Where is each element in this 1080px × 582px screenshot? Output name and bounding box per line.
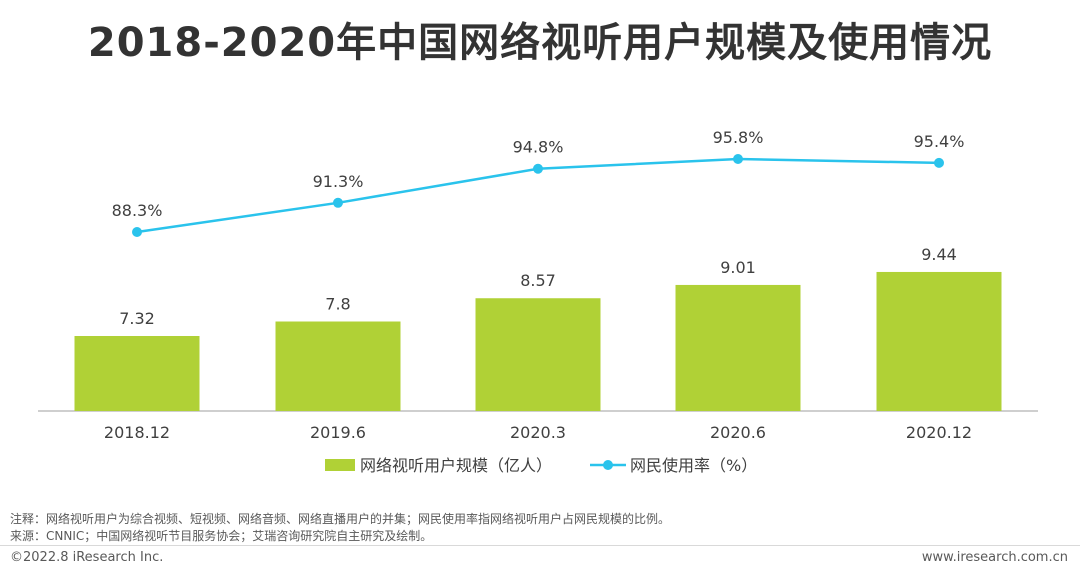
chart-svg: 7.32 7.8 8.57 9.01 9.44 2018.12 2019.6 2020.3 2… [38,128,1038,475]
usage-rate-point-2020.12 [934,157,944,168]
x-tick-2018.12: 2018.12 [104,423,170,442]
x-tick-2019.6: 2019.6 [310,423,366,442]
usage-rate-label-2020.6: 95.8% [713,128,764,147]
usage-rate-label-2019.6: 91.3% [313,172,364,191]
footer-divider [0,545,1080,546]
usage-rate-label-2020.3: 94.8% [513,138,564,157]
bar-2018.12 [74,336,200,411]
bar-label-2019.6: 7.8 [325,295,350,314]
bar-2020.6 [675,284,801,411]
x-tick-2020.6: 2020.6 [710,423,766,442]
usage-rate-label-2018.12: 88.3% [112,201,163,220]
x-tick-2020.12: 2020.12 [906,423,972,442]
legend-line-marker [603,460,613,470]
bar-label-2020.12: 9.44 [921,245,957,264]
footer-copyright: ©2022.8 iResearch Inc. [10,550,164,565]
bar-2019.6 [275,321,401,411]
x-tick-2020.3: 2020.3 [510,423,566,442]
bar-label-2018.12: 7.32 [119,309,155,328]
bar-2020.3 [475,298,601,411]
bar-label-2020.6: 9.01 [720,258,756,277]
usage-rate-point-2020.3 [533,163,543,174]
usage-rate-label-2020.12: 95.4% [914,132,965,151]
legend-line-label: 网民使用率（%） [630,456,757,475]
bar-2020.12 [876,271,1002,411]
bar-label-2020.3: 8.57 [520,271,556,290]
footer-website[interactable]: www.iresearch.com.cn [921,550,1068,565]
chart-title: 2018-2020年中国网络视听用户规模及使用情况 [87,20,993,66]
chart-source: 来源：CNNIC；中国网络视听节目服务协会；艾瑞咨询研究院自主研究及绘制。 [10,529,433,543]
legend-bar-label: 网络视听用户规模（亿人） [360,456,552,475]
usage-rate-point-2020.6 [733,154,743,164]
usage-rate-point-2019.6 [333,197,343,208]
usage-rate-point-2018.12 [132,227,142,237]
chart-note: 注释：网络视听用户为综合视频、短视频、网络音频、网络直播用户的并集；网民使用率指… [10,512,671,526]
legend-bar-swatch [325,459,355,471]
